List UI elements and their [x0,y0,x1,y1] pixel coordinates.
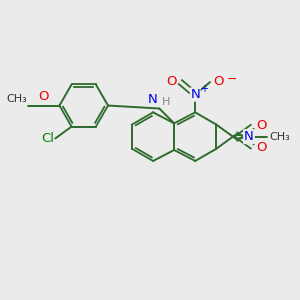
Text: N: N [190,88,200,101]
Text: O: O [256,141,267,154]
Text: N: N [148,93,158,106]
Text: O: O [256,119,267,132]
Text: CH₃: CH₃ [6,94,27,104]
Text: −: − [226,73,237,86]
Text: O: O [166,75,177,88]
Text: O: O [214,75,224,88]
Text: H: H [162,97,170,107]
Text: N: N [244,130,254,143]
Text: CH₃: CH₃ [269,132,290,142]
Text: Cl: Cl [41,132,54,145]
Text: O: O [38,90,48,103]
Text: +: + [200,84,208,94]
